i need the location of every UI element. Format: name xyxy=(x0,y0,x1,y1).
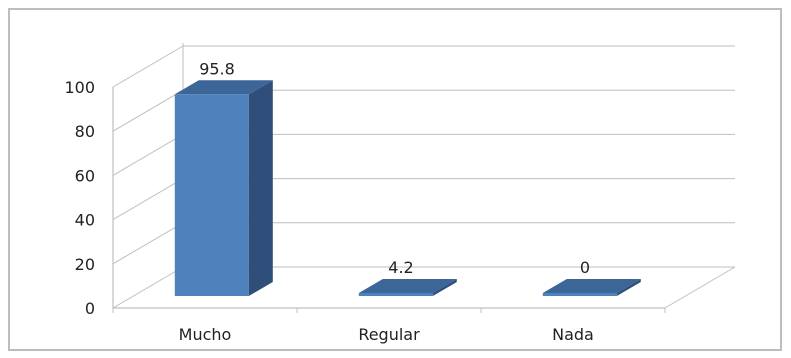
bar-side-mucho xyxy=(248,80,273,296)
data-label: 95.8 xyxy=(199,59,235,78)
y-tick-label: 20 xyxy=(75,255,95,274)
gridline-side xyxy=(112,45,184,88)
bar-front-regular[interactable] xyxy=(358,293,433,296)
bar-top-regular xyxy=(358,279,457,293)
y-tick-label: 100 xyxy=(64,78,95,97)
bar-side-nada xyxy=(616,279,641,296)
gridline-side xyxy=(112,178,184,221)
gridline-side xyxy=(112,266,184,309)
x-category-label: Mucho xyxy=(179,325,232,344)
data-label: 0 xyxy=(580,258,590,277)
floor-edge xyxy=(664,266,736,309)
x-category-label: Regular xyxy=(358,325,420,344)
y-tick-label: 60 xyxy=(75,166,95,185)
data-label: 4.2 xyxy=(388,258,413,277)
gridline-side xyxy=(112,133,184,176)
gridline-side xyxy=(112,89,184,132)
y-tick-label: 80 xyxy=(75,122,95,141)
x-category-label: Nada xyxy=(552,325,594,344)
bar-front-mucho[interactable] xyxy=(174,94,249,296)
y-tick-label: 0 xyxy=(85,299,95,318)
gridline-side xyxy=(112,222,184,265)
bar-top-mucho xyxy=(174,80,273,95)
bar-top-nada xyxy=(542,279,641,293)
bar-front-nada[interactable] xyxy=(542,293,617,296)
bar-side-regular xyxy=(432,279,457,296)
y-tick-label: 40 xyxy=(75,211,95,230)
